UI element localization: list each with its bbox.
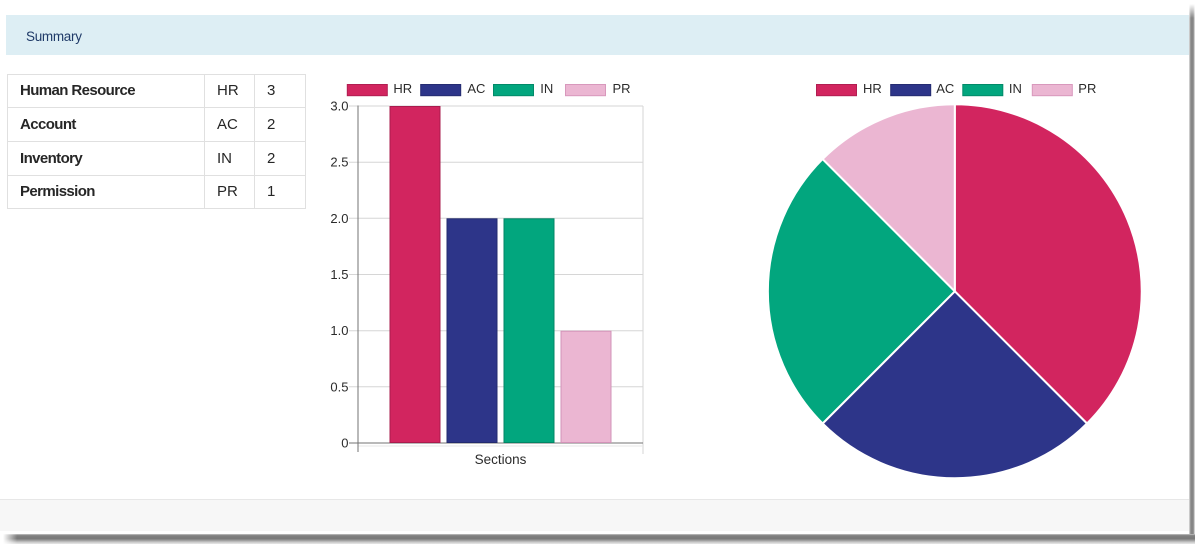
- svg-text:HR: HR: [393, 81, 412, 96]
- svg-text:2.5: 2.5: [330, 155, 348, 170]
- svg-text:AC: AC: [936, 81, 954, 96]
- svg-text:3.0: 3.0: [330, 99, 348, 114]
- svg-text:HR: HR: [863, 81, 882, 96]
- svg-text:IN: IN: [1009, 81, 1022, 96]
- svg-text:2.0: 2.0: [330, 211, 348, 226]
- svg-text:1.0: 1.0: [330, 323, 348, 338]
- svg-text:PR: PR: [613, 81, 631, 96]
- svg-text:0.5: 0.5: [330, 379, 348, 394]
- svg-text:IN: IN: [540, 81, 553, 96]
- svg-text:AC: AC: [467, 81, 485, 96]
- svg-text:Sections: Sections: [475, 452, 527, 467]
- svg-text:1.5: 1.5: [330, 267, 348, 282]
- svg-text:0: 0: [341, 436, 348, 451]
- svg-text:PR: PR: [1078, 81, 1096, 96]
